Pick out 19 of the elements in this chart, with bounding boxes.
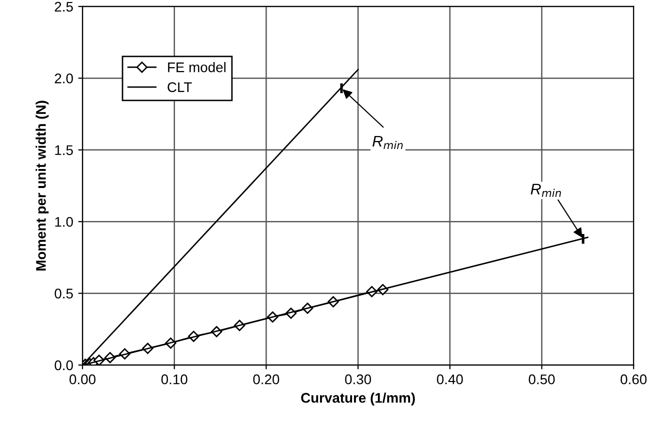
legend-label: FE model <box>168 62 226 72</box>
y-tick-label: 1.0 <box>55 216 73 227</box>
y-tick-label: 2.0 <box>54 74 73 84</box>
x-tick-label: 0.20 <box>253 374 280 384</box>
x-tick-label: 0.30 <box>345 374 372 384</box>
x-tick-label: 0.50 <box>528 374 555 384</box>
x-tick-label: 0.00 <box>70 374 96 384</box>
x-axis-title: Curvature (1/mm) <box>301 392 415 406</box>
x-tick-label: 0.10 <box>161 374 188 384</box>
y-tick-label: 0.0 <box>54 360 73 370</box>
y-tick-label: 2.5 <box>54 2 73 12</box>
y-tick-label: 0.5 <box>54 288 73 298</box>
legend-label: CLT <box>168 82 192 92</box>
y-axis-title: Moment per unit width (N) <box>36 100 49 270</box>
x-tick-label: 0.60 <box>620 374 647 384</box>
annotation: R$_{min}$ <box>372 136 403 150</box>
x-tick-label: 0.40 <box>436 374 463 384</box>
y-tick-label: 1.5 <box>55 145 73 156</box>
annotation: R$_{min}$ <box>530 184 561 197</box>
